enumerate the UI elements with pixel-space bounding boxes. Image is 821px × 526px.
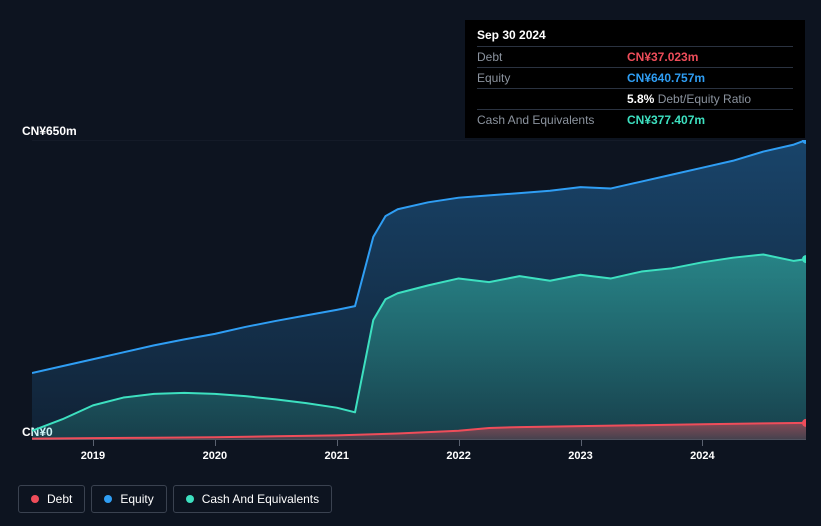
x-axis-label: 2024 [690,450,714,462]
legend-swatch [31,495,39,503]
x-axis-label: 2020 [203,450,227,462]
x-tick [93,440,94,446]
x-tick [459,440,460,446]
financials-area-chart: CN¥650m CN¥0 201920202021202220232024 [16,120,806,460]
tooltip-date: Sep 30 2024 [477,28,793,46]
x-axis-label: 2019 [81,450,105,462]
tooltip-row-value: CN¥37.023m [627,50,698,64]
tooltip-row-value: 5.8% Debt/Equity Ratio [627,92,751,106]
x-axis: 2019 2020 2021 2022 2023 2024 [32,440,806,470]
legend-item[interactable]: Cash And Equivalents [173,485,332,513]
legend-label: Debt [47,492,72,506]
x-tick [581,440,582,446]
tooltip-row-value: CN¥377.407m [627,113,705,127]
tooltip-row-label: Cash And Equivalents [477,113,627,127]
x-tick [337,440,338,446]
chart-plot-area[interactable] [32,140,806,440]
x-tick [215,440,216,446]
x-axis-label: 2023 [568,450,592,462]
legend-swatch [186,495,194,503]
tooltip-row: DebtCN¥37.023m [477,46,793,67]
legend-item[interactable]: Equity [91,485,166,513]
legend-swatch [104,495,112,503]
x-axis-label: 2021 [324,450,348,462]
legend-label: Equity [120,492,153,506]
x-axis-label: 2022 [446,450,470,462]
legend-item[interactable]: Debt [18,485,85,513]
tooltip-row-label: Equity [477,71,627,85]
chart-tooltip: Sep 30 2024 DebtCN¥37.023mEquityCN¥640.7… [465,20,805,138]
y-axis-label-top: CN¥650m [22,124,77,138]
tooltip-row: Cash And EquivalentsCN¥377.407m [477,109,793,130]
chart-legend: Debt Equity Cash And Equivalents [18,485,332,513]
tooltip-row-label: Debt [477,50,627,64]
tooltip-row: 5.8% Debt/Equity Ratio [477,88,793,109]
legend-label: Cash And Equivalents [202,492,319,506]
x-tick [702,440,703,446]
tooltip-row: EquityCN¥640.757m [477,67,793,88]
tooltip-row-value: CN¥640.757m [627,71,705,85]
